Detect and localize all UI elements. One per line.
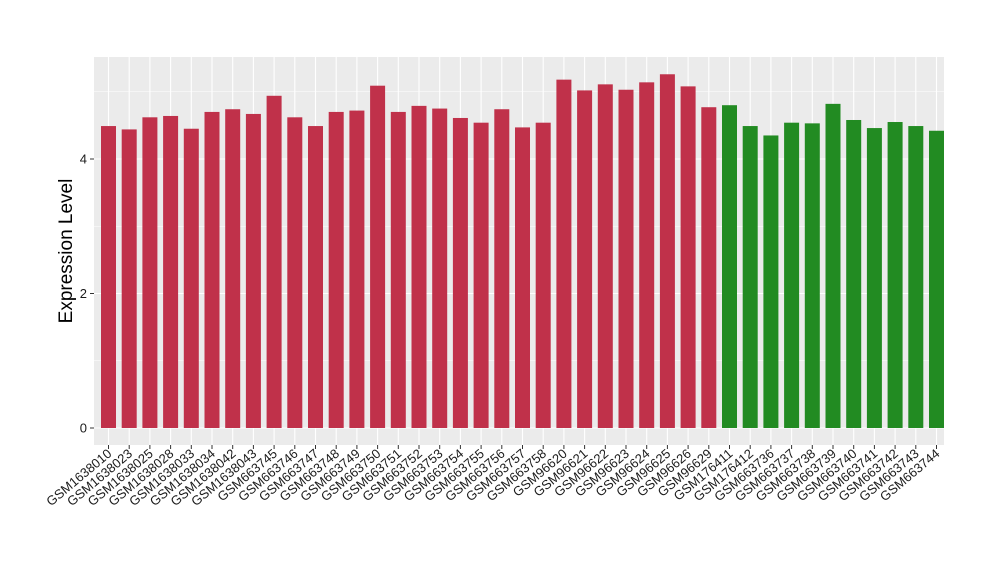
bar [887, 122, 903, 428]
bar [432, 108, 448, 428]
bar [494, 109, 510, 429]
bars [101, 74, 944, 429]
y-tick-label: 0 [80, 421, 87, 436]
bar [101, 126, 116, 429]
bar [183, 128, 199, 429]
bar [204, 111, 220, 429]
bar [639, 82, 655, 429]
bar [618, 89, 634, 429]
bar [722, 105, 737, 428]
bar [142, 117, 158, 429]
bar [163, 115, 179, 429]
bar [473, 122, 489, 428]
bar [411, 105, 427, 428]
bar [659, 74, 675, 428]
bar [929, 130, 944, 428]
y-tick-label: 2 [80, 286, 87, 301]
bar [452, 117, 468, 428]
bar [866, 128, 882, 428]
bar [328, 111, 344, 429]
bar [121, 129, 137, 428]
bar [308, 126, 323, 429]
bar [680, 86, 696, 429]
bar [577, 90, 593, 428]
x-axis: GSM1638010GSM1638023GSM1638025GSM1638028… [43, 445, 942, 509]
bar [804, 123, 820, 429]
bar [245, 113, 261, 428]
bar [225, 109, 241, 429]
bar [701, 107, 717, 428]
y-axis-title: Expression Level [56, 179, 77, 324]
bar [556, 79, 572, 429]
bar [908, 126, 924, 429]
bar [742, 126, 758, 429]
y-axis: 0 2 4 [80, 152, 94, 436]
bar [370, 85, 386, 428]
bar [846, 119, 862, 429]
bar [597, 84, 613, 428]
bar [515, 127, 530, 428]
bar [266, 95, 282, 428]
bar [784, 122, 800, 428]
bar [825, 103, 841, 428]
bar [287, 117, 303, 429]
bar [390, 111, 406, 429]
y-tick-label: 4 [80, 152, 87, 167]
bar [763, 135, 779, 428]
bar [349, 110, 365, 428]
bar [535, 122, 551, 428]
